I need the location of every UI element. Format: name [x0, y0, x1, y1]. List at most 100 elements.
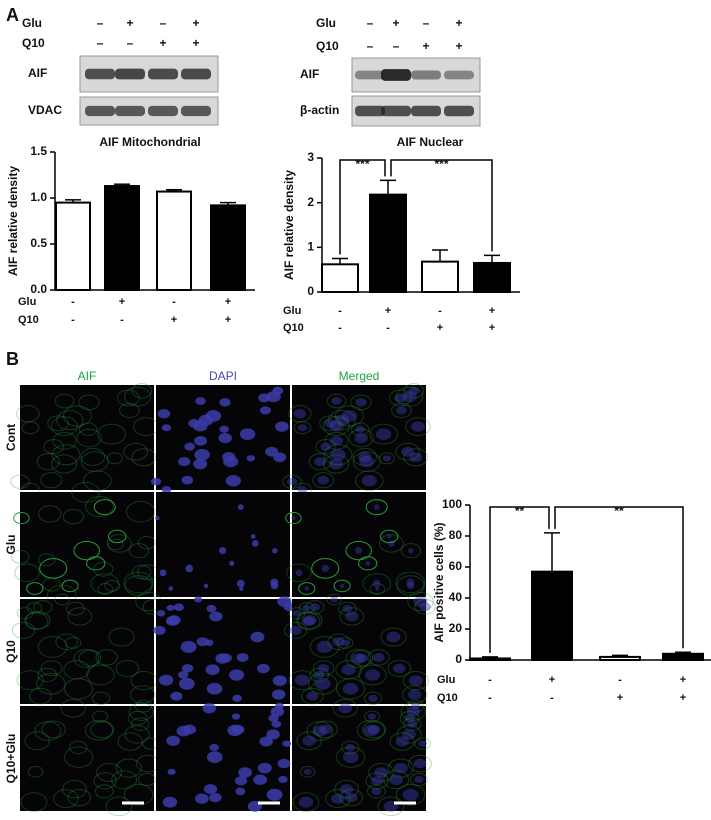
cell-aif: [10, 474, 30, 489]
cell-nucleus: [314, 677, 331, 690]
cell-aif: [312, 472, 335, 489]
cell-nucleus: [165, 616, 179, 626]
cell-aif: [11, 621, 36, 639]
cell-aif: [298, 602, 315, 614]
bar: [473, 261, 511, 294]
cell-aif: [387, 659, 412, 678]
condition-sign: +: [437, 322, 443, 334]
cell-nucleus: [228, 669, 245, 681]
cell-aif: [336, 746, 366, 768]
cell-aif: [71, 481, 100, 503]
cell-nucleus: [340, 639, 350, 646]
cell-aif: [400, 702, 427, 721]
condition-label: Glu: [316, 16, 336, 30]
cell-aif: [127, 710, 148, 726]
cell-aif: [97, 423, 126, 445]
cell-aif: [106, 452, 123, 465]
cell-nucleus: [375, 586, 380, 591]
cell-aif: [134, 699, 153, 713]
cell-nucleus: [203, 583, 209, 589]
y-tick-label: 1.5: [30, 144, 47, 158]
cell-aif: [16, 670, 44, 691]
y-tick-label: 100: [442, 497, 462, 511]
cell-aif: [95, 649, 118, 666]
micrograph-column-label: Merged: [339, 369, 380, 383]
cell-aif: [362, 573, 392, 595]
cell-aif: [123, 442, 148, 461]
cell-nucleus: [150, 477, 162, 486]
cell-aif: [288, 670, 316, 691]
bar: [599, 655, 641, 662]
cell-nucleus: [393, 663, 406, 674]
cell-nucleus: [215, 653, 230, 664]
cell-aif: [84, 719, 114, 741]
cell-aif: [130, 685, 156, 704]
cell-aif: [406, 699, 425, 713]
blot-band: [148, 68, 178, 80]
cell-nucleus: [395, 406, 407, 415]
cell-nucleus: [302, 604, 311, 611]
cell-aif: [80, 451, 109, 472]
cell-nucleus: [178, 671, 189, 679]
blot-band: [381, 69, 411, 81]
blot-label: AIF: [300, 67, 319, 81]
cell-aif: [396, 725, 422, 744]
cell-aif: [38, 505, 62, 523]
cell-aif: [301, 687, 324, 705]
cell-aif: [128, 702, 155, 721]
blot-band: [85, 105, 115, 117]
cell-nucleus: [209, 743, 219, 752]
cell-nucleus: [209, 792, 222, 803]
cell-aif: [14, 563, 40, 583]
cell-nucleus: [330, 448, 346, 461]
cell-aif: [36, 453, 60, 471]
y-tick-label: 0: [455, 652, 462, 666]
condition-sign: -: [338, 305, 342, 317]
blot-band: [444, 70, 474, 80]
y-tick-label: 3: [307, 150, 314, 164]
condition-sign: +: [192, 36, 199, 50]
y-tick-label: 80: [449, 528, 463, 542]
cell-aif: [395, 783, 426, 806]
significance-bracket: [554, 506, 684, 649]
cell-aif: [405, 417, 431, 437]
micrograph-row-label: Cont: [4, 424, 18, 451]
condition-sign: –: [367, 16, 374, 30]
significance-bracket: [390, 159, 493, 252]
cell-nucleus: [355, 425, 365, 433]
blot-band: [148, 105, 178, 117]
cell-nucleus: [394, 393, 407, 403]
cell-aif: [306, 721, 334, 741]
cell-nucleus: [234, 776, 248, 786]
cell-aif: [86, 664, 115, 686]
cell-nucleus: [314, 671, 325, 679]
cell-aif: [21, 421, 40, 435]
y-tick-label: 1: [307, 240, 314, 254]
cell-nucleus: [278, 775, 288, 784]
cell-aif: [305, 600, 325, 615]
cell-nucleus: [342, 751, 359, 764]
cell-aif: [65, 636, 82, 649]
cell-nucleus: [368, 694, 378, 702]
cell-nucleus: [275, 421, 289, 432]
condition-sign: -: [120, 314, 124, 326]
cell-aif: [364, 710, 381, 723]
cell-aif: [324, 431, 349, 450]
cell-aif: [131, 448, 157, 467]
cell-nucleus: [418, 740, 427, 747]
cell-aif: [67, 607, 93, 626]
condition-sign: -: [71, 314, 75, 326]
blot-band: [181, 105, 211, 117]
cell-aif: [25, 611, 51, 630]
cell-nucleus: [194, 448, 210, 461]
cell-nucleus: [293, 409, 307, 419]
cell-aif: [137, 535, 156, 550]
micrograph: [20, 492, 154, 597]
cell-aif: [408, 754, 432, 773]
cell-aif: [363, 691, 383, 706]
cell-nucleus: [389, 774, 404, 785]
cell-aif: [288, 405, 312, 423]
cell-aif: [365, 499, 388, 516]
cell-nucleus: [363, 724, 379, 736]
